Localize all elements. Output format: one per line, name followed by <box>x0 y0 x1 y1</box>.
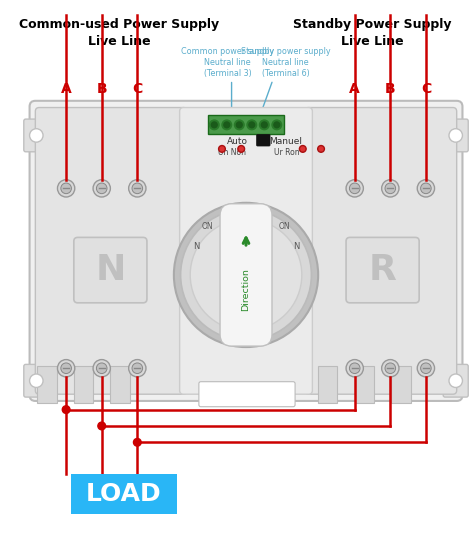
Circle shape <box>181 210 311 340</box>
FancyBboxPatch shape <box>29 101 463 401</box>
Circle shape <box>449 129 463 142</box>
Text: N: N <box>95 253 126 287</box>
Text: ON: ON <box>279 222 290 232</box>
FancyBboxPatch shape <box>443 119 468 152</box>
Text: Direction: Direction <box>242 268 251 311</box>
Circle shape <box>61 363 72 373</box>
Text: C: C <box>132 82 142 96</box>
Circle shape <box>259 120 269 129</box>
Circle shape <box>210 120 219 129</box>
Text: Common-used Power Supply
Live Line: Common-used Power Supply Live Line <box>19 18 219 48</box>
Text: Manuel: Manuel <box>269 136 302 146</box>
FancyBboxPatch shape <box>391 366 410 403</box>
Circle shape <box>247 120 256 129</box>
FancyBboxPatch shape <box>443 364 468 397</box>
FancyBboxPatch shape <box>256 134 270 146</box>
Circle shape <box>132 183 143 194</box>
Text: B: B <box>96 82 107 96</box>
Text: Un Non: Un Non <box>218 149 246 157</box>
Circle shape <box>300 146 306 152</box>
Circle shape <box>238 146 245 152</box>
Circle shape <box>237 122 242 128</box>
Circle shape <box>272 120 282 129</box>
Circle shape <box>385 183 396 194</box>
FancyBboxPatch shape <box>110 366 129 403</box>
FancyBboxPatch shape <box>318 366 337 403</box>
Circle shape <box>274 122 280 128</box>
Circle shape <box>420 183 431 194</box>
FancyBboxPatch shape <box>355 366 374 403</box>
Circle shape <box>346 180 364 197</box>
Bar <box>208 115 284 134</box>
Circle shape <box>249 122 255 128</box>
Text: N: N <box>193 241 199 251</box>
Circle shape <box>346 360 364 377</box>
Circle shape <box>222 120 232 129</box>
Circle shape <box>417 180 435 197</box>
Circle shape <box>318 146 324 152</box>
FancyBboxPatch shape <box>305 108 456 394</box>
Circle shape <box>382 180 399 197</box>
FancyBboxPatch shape <box>37 366 56 403</box>
Circle shape <box>128 180 146 197</box>
Circle shape <box>128 360 146 377</box>
Circle shape <box>235 120 244 129</box>
FancyBboxPatch shape <box>199 382 295 407</box>
FancyBboxPatch shape <box>36 108 187 394</box>
Text: ON: ON <box>202 222 213 232</box>
FancyBboxPatch shape <box>24 119 49 152</box>
Circle shape <box>224 122 230 128</box>
Text: N: N <box>293 241 299 251</box>
Circle shape <box>385 363 396 373</box>
Circle shape <box>29 129 43 142</box>
Text: A: A <box>349 82 360 96</box>
Text: Standby power supply
Neutral line
(Terminal 6): Standby power supply Neutral line (Termi… <box>241 47 330 78</box>
Circle shape <box>417 360 435 377</box>
Text: Auto: Auto <box>227 136 248 146</box>
Circle shape <box>96 183 107 194</box>
Circle shape <box>61 183 72 194</box>
Circle shape <box>134 438 141 446</box>
Text: LOAD: LOAD <box>86 482 162 506</box>
Circle shape <box>57 360 75 377</box>
Text: Ur Ron: Ur Ron <box>273 149 299 157</box>
Text: C: C <box>421 82 431 96</box>
Circle shape <box>96 363 107 373</box>
Circle shape <box>420 363 431 373</box>
Circle shape <box>319 147 323 151</box>
FancyBboxPatch shape <box>71 474 177 514</box>
Circle shape <box>382 360 399 377</box>
Circle shape <box>349 183 360 194</box>
Text: B: B <box>385 82 396 96</box>
FancyBboxPatch shape <box>180 108 312 394</box>
Circle shape <box>93 180 110 197</box>
Circle shape <box>301 147 305 151</box>
Circle shape <box>449 374 463 388</box>
Circle shape <box>132 363 143 373</box>
Circle shape <box>219 146 225 152</box>
Circle shape <box>239 147 243 151</box>
Text: Standby Power Supply
Live Line: Standby Power Supply Live Line <box>293 18 451 48</box>
Circle shape <box>57 180 75 197</box>
FancyBboxPatch shape <box>24 364 49 397</box>
Circle shape <box>211 122 217 128</box>
Circle shape <box>349 363 360 373</box>
Text: A: A <box>61 82 72 96</box>
FancyBboxPatch shape <box>220 204 272 346</box>
Circle shape <box>190 219 302 331</box>
Circle shape <box>220 147 224 151</box>
FancyBboxPatch shape <box>346 238 419 303</box>
Circle shape <box>62 406 70 413</box>
FancyBboxPatch shape <box>74 366 93 403</box>
Circle shape <box>29 374 43 388</box>
Circle shape <box>261 122 267 128</box>
Circle shape <box>98 422 106 430</box>
FancyBboxPatch shape <box>74 238 147 303</box>
Circle shape <box>93 360 110 377</box>
Text: Common power supply
Neutral line
(Terminal 3): Common power supply Neutral line (Termin… <box>181 47 274 78</box>
Text: R: R <box>369 253 397 287</box>
Circle shape <box>174 203 318 347</box>
